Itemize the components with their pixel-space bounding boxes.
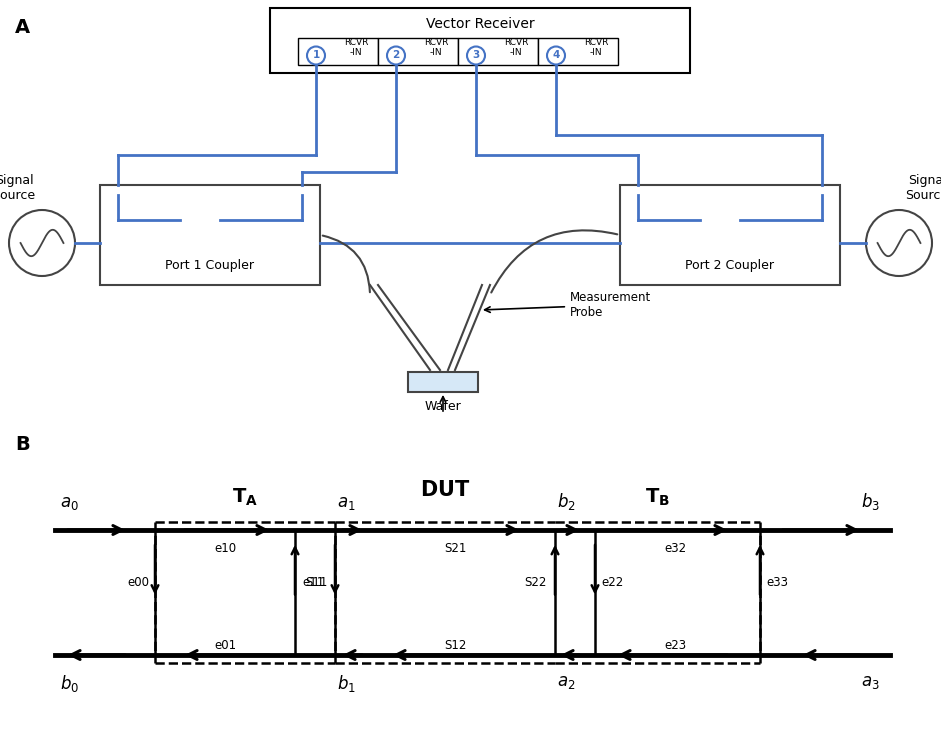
Text: S12: S12 [444, 639, 466, 652]
Text: RCVR
-IN: RCVR -IN [503, 38, 528, 57]
Text: $a_1$: $a_1$ [337, 494, 356, 512]
Text: Vector Receiver: Vector Receiver [425, 17, 534, 31]
Text: e32: e32 [664, 542, 686, 555]
Text: $a_2$: $a_2$ [557, 673, 576, 691]
Text: 3: 3 [472, 51, 480, 60]
Text: Signal
Source: Signal Source [0, 174, 36, 202]
Text: B: B [15, 435, 30, 454]
Text: $b_1$: $b_1$ [337, 673, 356, 694]
Text: RCVR
-IN: RCVR -IN [583, 38, 608, 57]
Bar [378, 38, 458, 65]
Text: Measurement
Probe: Measurement Probe [485, 291, 651, 319]
Text: $b_3$: $b_3$ [861, 491, 880, 512]
Text: S11: S11 [306, 576, 328, 589]
Text: e22: e22 [601, 576, 623, 589]
Text: $\mathbf{T_B}$: $\mathbf{T_B}$ [645, 487, 670, 508]
Text: $\mathbf{T_A}$: $\mathbf{T_A}$ [232, 487, 258, 508]
Text: e00: e00 [127, 576, 149, 589]
Text: Signal
Source: Signal Source [905, 174, 941, 202]
Text: RCVR
-IN: RCVR -IN [423, 38, 448, 57]
Text: $b_2$: $b_2$ [557, 491, 576, 512]
Text: RCVR
-IN: RCVR -IN [343, 38, 368, 57]
Bar [538, 38, 618, 65]
Text: $a_0$: $a_0$ [60, 494, 79, 512]
Text: 1: 1 [312, 51, 320, 60]
Text: e33: e33 [766, 576, 788, 589]
Bar [270, 8, 690, 73]
Text: S22: S22 [525, 576, 547, 589]
Bar [620, 185, 840, 285]
Text: $a_3$: $a_3$ [861, 673, 880, 691]
Text: Port 1 Coupler: Port 1 Coupler [166, 259, 254, 271]
Text: A: A [15, 18, 30, 37]
Text: e10: e10 [214, 542, 236, 555]
Text: e23: e23 [664, 639, 686, 652]
Text: 4: 4 [552, 51, 560, 60]
Text: e11: e11 [302, 576, 325, 589]
Text: $b_0$: $b_0$ [60, 673, 79, 694]
Bar [298, 38, 378, 65]
Text: Wafer: Wafer [424, 400, 461, 413]
Text: $\mathbf{DUT}$: $\mathbf{DUT}$ [420, 480, 470, 500]
Bar [458, 38, 538, 65]
Text: e01: e01 [214, 639, 236, 652]
Text: Port 2 Coupler: Port 2 Coupler [685, 259, 774, 271]
Bar [100, 185, 320, 285]
Bar [408, 372, 478, 392]
Text: S21: S21 [444, 542, 466, 555]
Text: 2: 2 [392, 51, 400, 60]
